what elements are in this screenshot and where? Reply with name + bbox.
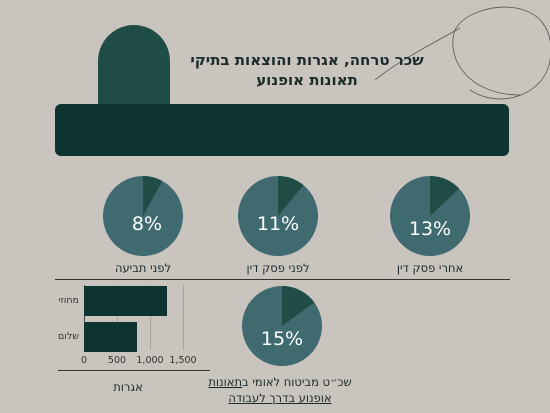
decorative-arch [98, 25, 170, 113]
section-divider [55, 279, 510, 280]
x-tick-label: 1,000 [136, 355, 164, 366]
pie-label-before-verdict: לפני פסק דין [246, 261, 310, 275]
bar-category-label: מחוזי [58, 295, 79, 306]
pie-national-insurance: 15% [242, 286, 322, 366]
x-tick-label: 0 [80, 355, 88, 366]
note-line-2: אופנוע בדרך לעבודה [228, 391, 332, 405]
gridline [117, 285, 118, 350]
gridline [183, 285, 184, 350]
header-banner [55, 104, 509, 156]
pie-slice [430, 176, 460, 216]
note-link[interactable]: תאונות [208, 375, 243, 389]
pie-before-verdict: 11% [238, 176, 318, 256]
national-insurance-note: שכ״ט מביטוח לאומי בתאונות אופנוע בדרך לע… [190, 374, 370, 406]
chart-divider [58, 370, 210, 371]
x-axis-label: אגרות [113, 380, 143, 394]
pie-label-after-verdict: אחרי פסק דין [396, 261, 464, 275]
pie-before-lawsuit: 8% [103, 176, 183, 256]
pie-slice [278, 176, 304, 216]
pie-percent: 13% [409, 218, 451, 240]
pie-label-before-lawsuit: לפני תביעה [114, 261, 172, 275]
pie-percent: 15% [261, 328, 303, 350]
fees-bar-chart: מחוזי שלום 0 500 1,000 1,500 אגרות [0, 282, 210, 410]
title-line-1: שכר טרחה, אגרות והוצאות בתיקי [190, 51, 424, 69]
pie-after-verdict: 13% [390, 176, 470, 256]
chart-axis [84, 285, 85, 350]
bar-category-label: שלום [57, 331, 79, 342]
pie-percent: 11% [257, 213, 299, 235]
x-tick-label: 1,500 [169, 355, 197, 366]
pie-slice [282, 286, 315, 326]
page-title: שכר טרחה, אגרות והוצאות בתיקי תאונות אופ… [180, 50, 434, 90]
pie-percent: 8% [132, 213, 162, 235]
gridline [150, 285, 151, 350]
x-tick-label: 500 [107, 355, 127, 366]
bar-district [84, 286, 168, 316]
note-text: שכ״ט מביטוח לאומי ב [242, 375, 352, 389]
pie-slice [143, 176, 163, 216]
title-line-2: תאונות אופנוע [256, 71, 358, 89]
bar-magistrate [84, 322, 137, 352]
